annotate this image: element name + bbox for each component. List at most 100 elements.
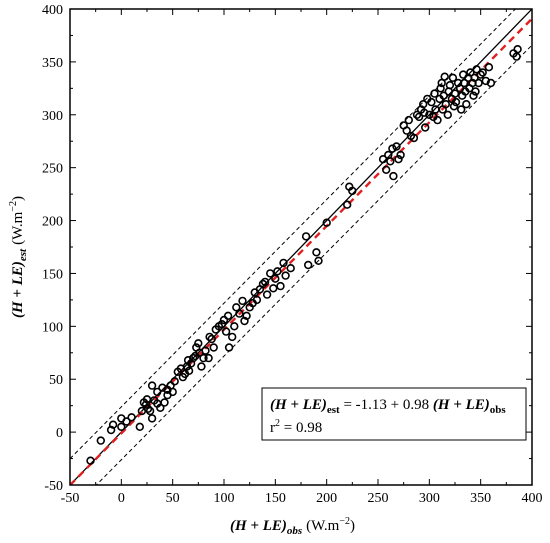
data-point bbox=[221, 327, 231, 336]
data-point bbox=[412, 110, 422, 120]
y-axis-title: (H + LE)est (W.m−2) bbox=[8, 196, 29, 318]
data-point bbox=[281, 271, 290, 280]
data-point bbox=[223, 311, 233, 320]
x-tick-label: 0 bbox=[118, 491, 125, 506]
data-point bbox=[396, 150, 405, 160]
y-title-exp: −2 bbox=[8, 201, 19, 212]
r2-value: = 0.98 bbox=[280, 420, 322, 436]
y-tick-label: 100 bbox=[42, 320, 63, 335]
y-tick-label: 400 bbox=[42, 3, 63, 18]
data-point bbox=[460, 78, 469, 88]
x-tick-label: 100 bbox=[214, 491, 235, 506]
data-point bbox=[170, 377, 179, 386]
data-point bbox=[414, 112, 424, 122]
y-tick-label: 300 bbox=[42, 109, 63, 124]
data-point bbox=[205, 332, 214, 342]
lower-bound-line bbox=[95, 44, 532, 485]
eq-rhs: (H + LE) bbox=[433, 397, 490, 413]
data-point bbox=[425, 110, 434, 120]
x-axis-title: (H + LE)obs (W.m−2) bbox=[230, 516, 355, 537]
data-point bbox=[476, 70, 485, 79]
data-point bbox=[462, 99, 471, 109]
data-point bbox=[471, 87, 480, 96]
data-point bbox=[392, 142, 401, 151]
data-point bbox=[443, 110, 452, 120]
eq-lhs: (H + LE) bbox=[270, 397, 327, 413]
data-point bbox=[409, 133, 419, 143]
data-point bbox=[228, 332, 237, 342]
data-point bbox=[158, 383, 167, 392]
data-point bbox=[421, 123, 430, 132]
data-point bbox=[382, 165, 391, 175]
upper-bound-line bbox=[70, 9, 517, 460]
data-point bbox=[469, 91, 478, 100]
x-tick-label: 300 bbox=[419, 491, 440, 506]
data-point bbox=[286, 264, 295, 273]
data-point bbox=[513, 44, 522, 54]
data-point bbox=[217, 320, 227, 329]
data-point bbox=[230, 322, 239, 331]
data-point bbox=[470, 73, 479, 83]
data-point bbox=[314, 256, 323, 265]
data-point bbox=[262, 290, 272, 299]
data-point bbox=[201, 346, 210, 355]
data-point bbox=[147, 414, 157, 423]
legend-box bbox=[261, 387, 527, 441]
data-point bbox=[445, 80, 455, 90]
y-title-unit: (W.m bbox=[10, 211, 26, 245]
data-point bbox=[168, 387, 177, 397]
data-point bbox=[197, 362, 206, 371]
data-point bbox=[430, 89, 439, 98]
data-point bbox=[448, 73, 458, 83]
x-title-exp: −2 bbox=[339, 516, 350, 527]
data-point bbox=[156, 403, 165, 412]
legend-equation: (H + LE)est = -1.13 + 0.98 (H + LE)obs bbox=[270, 397, 506, 416]
data-point bbox=[207, 334, 216, 344]
data-point bbox=[273, 267, 282, 276]
data-point bbox=[457, 105, 466, 114]
y-tick-label: 250 bbox=[42, 162, 63, 177]
data-point bbox=[474, 78, 483, 88]
data-point bbox=[199, 353, 208, 363]
y-tick-label: 350 bbox=[42, 56, 63, 71]
data-point bbox=[145, 406, 155, 416]
data-point bbox=[449, 102, 459, 111]
data-point bbox=[238, 296, 247, 306]
r2-exp: 2 bbox=[275, 418, 280, 429]
data-point bbox=[269, 284, 278, 293]
data-point bbox=[86, 456, 95, 465]
x-title-sub: obs bbox=[287, 525, 302, 537]
x-tick-label: -50 bbox=[61, 491, 80, 506]
data-point bbox=[419, 99, 428, 109]
data-point bbox=[279, 258, 288, 268]
data-point bbox=[160, 398, 169, 407]
x-title-unit: (W.m bbox=[306, 518, 340, 534]
data-point bbox=[127, 413, 136, 422]
data-point bbox=[322, 218, 331, 227]
data-point bbox=[466, 68, 475, 77]
data-point bbox=[209, 343, 218, 352]
data-point bbox=[440, 72, 449, 81]
data-point bbox=[271, 274, 280, 283]
x-tick-label: 200 bbox=[316, 491, 337, 506]
x-tick-label: 150 bbox=[265, 491, 286, 506]
data-point bbox=[394, 155, 403, 164]
y-tick-label: 50 bbox=[49, 373, 63, 388]
data-point bbox=[204, 353, 213, 363]
data-point bbox=[266, 269, 275, 278]
axis-ticks: -50 0 50 100 150 200 250 300 350 400 -50 0 50 100 150 2… bbox=[42, 3, 543, 506]
data-point bbox=[486, 78, 496, 88]
data-point bbox=[433, 115, 442, 125]
data-point bbox=[484, 62, 494, 72]
y-title-sub: est bbox=[17, 248, 29, 261]
data-point bbox=[386, 157, 395, 166]
data-point bbox=[232, 303, 241, 312]
x-tick-label: 50 bbox=[166, 491, 180, 506]
y-tick-label: -50 bbox=[44, 479, 63, 494]
data-point bbox=[224, 343, 234, 352]
data-point bbox=[258, 279, 268, 289]
data-point bbox=[481, 76, 490, 86]
data-point bbox=[378, 155, 388, 164]
data-point bbox=[404, 115, 413, 125]
